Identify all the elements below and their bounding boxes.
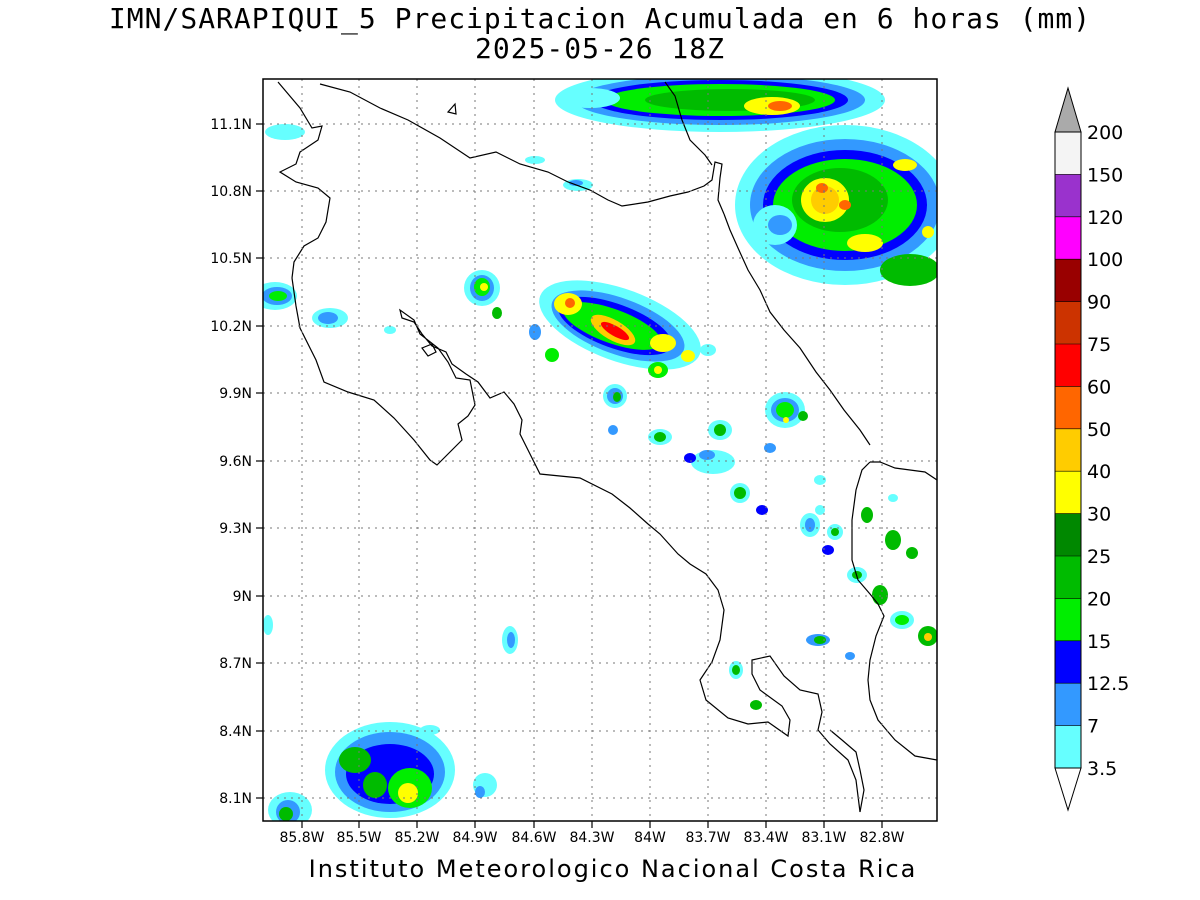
- colorbar-block: [1055, 216, 1081, 260]
- lon-tick-label: 83.4W: [743, 830, 788, 846]
- colorbar-block: [1055, 259, 1081, 303]
- colorbar-blocks: [1055, 132, 1081, 769]
- lat-tick-label: 10.2N: [210, 319, 252, 335]
- precip-cell-caribbean-central: [735, 125, 937, 286]
- lat-tick-label: 9.6N: [219, 454, 252, 470]
- lon-tick-label: 83.7W: [685, 830, 730, 846]
- map-datetime: 2025-05-26 18Z: [474, 32, 725, 65]
- colorbar-over-triangle: [1054, 86, 1082, 133]
- precip-cell-caribbean-edge: [753, 205, 797, 245]
- precip-cell-caribbean-north: [555, 79, 885, 132]
- precip-cell-pacific-central: [603, 384, 776, 515]
- colorbar-level-label: 3.5: [1087, 758, 1117, 780]
- lon-tick-label: 85.8W: [279, 830, 324, 846]
- colorbar-level-label: 20: [1087, 588, 1111, 610]
- colorbar-level-label: 50: [1087, 419, 1111, 441]
- graticule: [263, 79, 937, 821]
- lon-tick-label: 83.1W: [801, 830, 846, 846]
- colorbar-block: [1055, 640, 1081, 684]
- gulf-island: [446, 102, 457, 115]
- colorbar-block: [1055, 683, 1081, 727]
- colorbar-level-label: 150: [1087, 164, 1123, 186]
- lon-tick-label: 82.8W: [859, 830, 904, 846]
- lon-tick-label: 85.5W: [336, 830, 381, 846]
- lat-tick-label: 8.1N: [219, 791, 252, 807]
- lat-tick-label: 9.3N: [219, 521, 252, 537]
- lon-tick-label: 84.6W: [511, 830, 556, 846]
- lon-tick-labels: 85.8W 85.5W 85.2W 84.9W 84.6W 84.3W 84W …: [279, 830, 904, 846]
- colorbar-level-label: 15: [1087, 631, 1111, 653]
- lat-tick-label: 9.9N: [219, 386, 252, 402]
- precip-cell-cordillera: [529, 280, 716, 378]
- panama-border: [851, 461, 937, 761]
- colorbar-level-label: 25: [1087, 546, 1111, 568]
- san-juan-river: [664, 81, 713, 166]
- colorbar-level-label: 40: [1087, 461, 1111, 483]
- lat-tick-label: 10.5N: [210, 251, 252, 267]
- colorbar-under-triangle: [1054, 767, 1082, 812]
- colorbar-level-label: 200: [1087, 122, 1123, 144]
- colorbar-level-label: 90: [1087, 292, 1111, 314]
- precip-cell-guanacaste-north: [464, 270, 502, 319]
- footer-credit: Instituto Meteorologico Nacional Costa R…: [308, 855, 918, 883]
- precip-cell-pacific-southwest: [263, 615, 518, 821]
- lon-tick-label: 85.2W: [394, 830, 439, 846]
- lon-tick-label: 84W: [634, 830, 666, 846]
- colorbar-labels: 200 150 120 100 90 75 60 50 40 30 25 20 15 12.5 7 3.5: [1055, 122, 1129, 780]
- colorbar-block: [1055, 556, 1081, 599]
- map-frame: [262, 78, 938, 822]
- axis-ticks: [256, 123, 883, 828]
- lon-tick-label: 84.3W: [569, 830, 614, 846]
- nicaragua-lake-shore: [277, 81, 331, 279]
- colorbar-block: [1055, 513, 1081, 557]
- nicaragua-border: [319, 83, 725, 215]
- colorbar-level-label: 30: [1087, 504, 1111, 526]
- colorbar-level-label: 120: [1087, 207, 1123, 229]
- precip-cell-caribbean-south: [765, 392, 808, 428]
- colorbar-block: [1055, 174, 1081, 218]
- lat-tick-label: 10.8N: [210, 184, 252, 200]
- lat-tick-label: 8.4N: [219, 724, 252, 740]
- colorbar-block: [1055, 301, 1081, 345]
- precip-cell-osa-panama: [729, 475, 937, 710]
- colorbar-level-label: 12.5: [1087, 673, 1129, 695]
- colorbar-block: [1055, 428, 1081, 472]
- lat-tick-labels: 11.1N 10.8N 10.5N 10.2N 9.9N 9.6N 9.3N 9…: [210, 117, 252, 807]
- colorbar-block: [1055, 471, 1081, 515]
- colorbar-level-label: 7: [1087, 716, 1099, 738]
- lat-tick-label: 11.1N: [210, 117, 252, 133]
- colorbar-block: [1055, 344, 1081, 387]
- precip-cell-nicoya-north: [263, 88, 620, 334]
- nicoya-island: [421, 343, 437, 357]
- colorbar-level-label: 100: [1087, 249, 1123, 271]
- pacific-coast: [291, 277, 861, 813]
- lat-tick-label: 8.7N: [219, 656, 252, 672]
- colorbar-block: [1055, 132, 1081, 175]
- colorbar-legend: 200 150 120 100 90 75 60 50 40 30 25 20 15 12.5 7 3.5: [1054, 86, 1129, 812]
- caribbean-coast: [723, 213, 871, 446]
- panama-coast: [829, 729, 865, 813]
- map-title: IMN/SARAPIQUI_5 Precipitacion Acumulada …: [108, 2, 1092, 35]
- colorbar-block: [1055, 725, 1081, 769]
- colorbar-block: [1055, 598, 1081, 642]
- lat-tick-label: 9N: [233, 589, 252, 605]
- lon-tick-label: 84.9W: [452, 830, 497, 846]
- coastline-borders: [277, 81, 937, 813]
- precipitation-field: [263, 79, 937, 821]
- colorbar-level-label: 75: [1087, 334, 1111, 356]
- bocas-coast: [870, 461, 937, 481]
- colorbar-block: [1055, 386, 1081, 430]
- colorbar-level-label: 60: [1087, 376, 1111, 398]
